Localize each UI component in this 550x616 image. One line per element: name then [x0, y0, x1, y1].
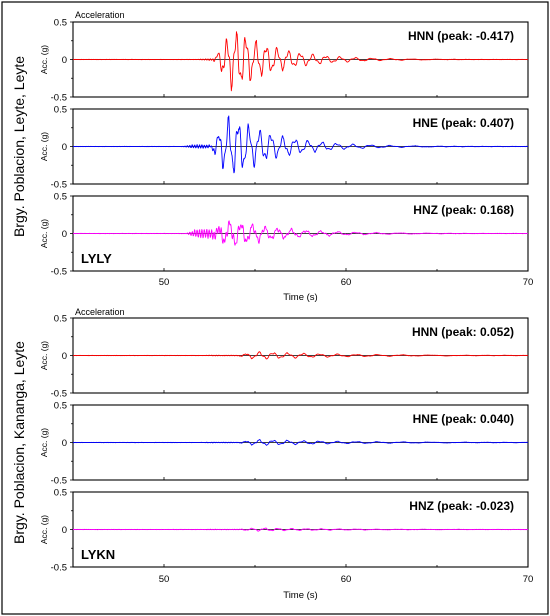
y-tick-label: 0.5	[54, 487, 67, 498]
y-tick-label: -0.5	[51, 388, 67, 399]
y-tick-label: -0.5	[51, 266, 67, 277]
y-tick-label: 0.5	[54, 313, 67, 324]
y-tick-label: 0	[62, 229, 67, 240]
station-code-label: LYLY	[81, 251, 112, 266]
y-tick-label: 0	[62, 142, 67, 153]
y-axis-label: Acc. (g)	[39, 45, 49, 74]
series-line-hnn	[72, 351, 529, 360]
x-axis-title: Time (s)	[283, 590, 317, 601]
panel-hnn-lyly: 0.5 0 -0.5 Acc. (g) HNN (peak: -0.417)	[39, 17, 529, 103]
y-axis-label: Acc. (g)	[39, 219, 49, 248]
y-tick-label: 0.5	[54, 400, 67, 411]
x-tick-label: 70	[523, 574, 534, 585]
series-line-hnz	[72, 527, 529, 532]
y-axis-label: Acc. (g)	[39, 132, 49, 161]
peak-label: HNN (peak: 0.052)	[412, 325, 514, 339]
peak-label: HNZ (peak: 0.168)	[413, 203, 514, 217]
x-tick-label: 50	[159, 277, 170, 288]
y-tick-label: 0.5	[54, 17, 67, 28]
peak-label: HNZ (peak: -0.023)	[409, 499, 514, 513]
panel-hne-lyly: 0.5 0 -0.5 Acc. (g) HNE (peak: 0.407)	[39, 104, 529, 190]
y-tick-label: 0	[62, 55, 67, 66]
x-tick-label: 60	[341, 277, 352, 288]
peak-label: HNE (peak: 0.040)	[413, 412, 514, 426]
panel-hne-lykn: 0.5 0 -0.5 Acc. (g) HNE (peak: 0.040)	[39, 400, 529, 486]
y-tick-label: -0.5	[51, 92, 67, 103]
y-tick-label: 0	[62, 438, 67, 449]
y-axis-label: Acc. (g)	[39, 341, 49, 370]
y-tick-label: 0.5	[54, 104, 67, 115]
panel-header-label: Acceleration	[75, 307, 125, 317]
panel-hnn-lykn: 0.5 0 -0.5 Acc. (g) HNN (peak: 0.052)	[39, 313, 529, 399]
panel-hnz-lyly: 0.5 0 -0.5 Acc. (g) HNZ (peak: 0.168) LYLY	[39, 191, 529, 277]
x-tick-label: 60	[341, 574, 352, 585]
x-tick-label: 70	[523, 277, 534, 288]
peak-label: HNN (peak: -0.417)	[408, 29, 514, 43]
x-tick-label: 50	[159, 574, 170, 585]
series-line-hnz	[72, 220, 529, 246]
x-axis-title: Time (s)	[283, 292, 317, 303]
station-group-lykn: Acceleration Brgy. Poblacion, Kananga, Le…	[11, 307, 533, 601]
station-group-lyly: Acceleration Brgy. Poblacion, Leyte, Leyt…	[11, 10, 533, 303]
y-tick-label: -0.5	[51, 562, 67, 573]
y-tick-label: 0	[62, 525, 67, 536]
y-axis-label: Acc. (g)	[39, 515, 49, 544]
panel-header-label: Acceleration	[75, 10, 125, 20]
y-tick-label: -0.5	[51, 475, 67, 486]
y-tick-label: -0.5	[51, 179, 67, 190]
peak-label: HNE (peak: 0.407)	[413, 116, 514, 130]
series-line-hnn	[72, 31, 529, 92]
series-line-hne	[72, 439, 529, 446]
y-tick-label: 0.5	[54, 191, 67, 202]
site-label: Brgy. Poblacion, Kananga, Leyte	[11, 341, 27, 544]
site-label: Brgy. Poblacion, Leyte, Leyte	[11, 56, 27, 237]
station-code-label: LYKN	[81, 547, 115, 562]
series-line-hne	[72, 115, 529, 174]
y-axis-label: Acc. (g)	[39, 428, 49, 457]
panel-hnz-lykn: 0.5 0 -0.5 Acc. (g) HNZ (peak: -0.023) LYKN	[39, 487, 529, 573]
y-tick-label: 0	[62, 351, 67, 362]
